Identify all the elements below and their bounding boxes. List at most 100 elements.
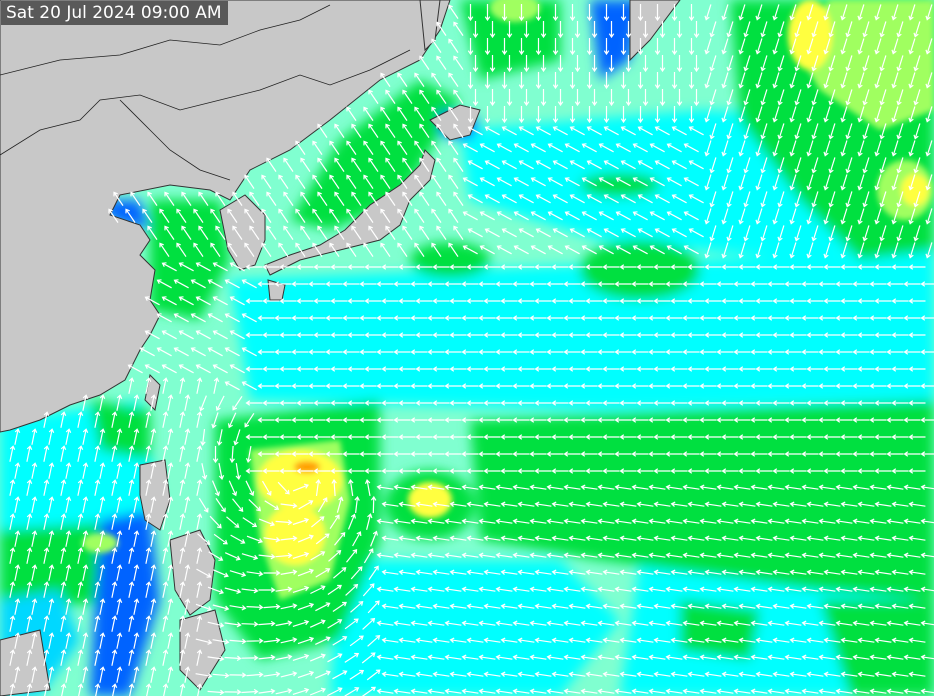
wave-arrow bbox=[784, 620, 802, 626]
wave-arrow bbox=[767, 417, 785, 423]
wave-arrow bbox=[777, 191, 785, 208]
wave-arrow bbox=[207, 689, 225, 696]
wave-arrow bbox=[415, 434, 433, 440]
wave-arrow bbox=[540, 89, 547, 107]
wave-arrow bbox=[845, 157, 853, 174]
wave-arrow bbox=[546, 518, 564, 524]
wave-arrow bbox=[568, 434, 586, 440]
wave-arrow bbox=[517, 264, 535, 270]
wave-arrow bbox=[449, 535, 467, 541]
wave-arrow bbox=[215, 498, 226, 513]
high-wave-areas bbox=[82, 0, 934, 600]
wave-arrow bbox=[619, 400, 637, 406]
wave-arrow bbox=[738, 242, 746, 259]
wave-arrow bbox=[518, 106, 525, 124]
wave-arrow bbox=[444, 620, 462, 626]
wave-arrow bbox=[835, 383, 853, 389]
wave-arrow bbox=[801, 349, 819, 355]
wave-arrow bbox=[862, 191, 870, 208]
wave-arrow bbox=[738, 106, 746, 123]
wave-arrow bbox=[184, 564, 191, 581]
wave-arrow bbox=[478, 586, 496, 592]
wave-arrow bbox=[393, 552, 411, 558]
wave-arrow bbox=[364, 479, 371, 497]
wave-arrow bbox=[574, 89, 581, 107]
wave-arrow bbox=[721, 671, 739, 677]
wave-arrow bbox=[398, 637, 416, 643]
wave-arrow bbox=[368, 89, 379, 104]
wave-arrow bbox=[726, 55, 734, 72]
wave-arrow bbox=[733, 586, 751, 592]
wave-arrow bbox=[212, 604, 230, 611]
wave-arrow bbox=[213, 377, 220, 394]
wave-arrow bbox=[263, 570, 281, 576]
wave-arrow bbox=[874, 38, 882, 55]
wave-arrow bbox=[840, 569, 858, 575]
wave-arrow bbox=[755, 242, 763, 259]
wave-arrow bbox=[453, 123, 464, 138]
wave-arrow bbox=[436, 89, 447, 104]
wave-arrow bbox=[518, 160, 534, 170]
wave-arrow bbox=[738, 72, 746, 89]
wave-arrow bbox=[637, 4, 644, 22]
wave-arrow bbox=[789, 140, 797, 157]
wave-arrow bbox=[535, 38, 542, 56]
wave-arrow bbox=[427, 620, 445, 626]
wave-arrow bbox=[665, 654, 683, 660]
wave-arrow bbox=[467, 126, 483, 136]
wave-arrow bbox=[598, 245, 614, 255]
wave-arrow bbox=[43, 649, 50, 666]
wave-arrow bbox=[614, 315, 632, 321]
wave-arrow bbox=[133, 530, 140, 547]
wave-arrow bbox=[317, 123, 328, 138]
wave-arrow bbox=[530, 177, 546, 187]
wave-arrow bbox=[65, 462, 72, 479]
wave-arrow bbox=[133, 462, 140, 479]
wave-arrow bbox=[467, 160, 483, 170]
wave-arrow bbox=[755, 208, 763, 225]
wave-arrow bbox=[500, 434, 518, 440]
wave-arrow bbox=[359, 451, 377, 457]
wave-arrow bbox=[767, 586, 785, 592]
wave-arrow bbox=[857, 535, 875, 541]
wave-arrow bbox=[381, 264, 399, 270]
wave-arrow bbox=[461, 654, 479, 660]
wave-arrow bbox=[794, 55, 802, 72]
wave-arrow bbox=[9, 513, 16, 530]
wave-arrow bbox=[77, 581, 84, 598]
wave-arrow bbox=[245, 445, 252, 463]
wave-arrow bbox=[432, 264, 450, 270]
wave-arrow bbox=[738, 501, 756, 507]
wave-arrow bbox=[755, 264, 773, 270]
wave-arrow bbox=[297, 602, 315, 611]
wave-arrow bbox=[801, 654, 819, 660]
wave-arrow bbox=[811, 157, 819, 174]
wave-arrow bbox=[908, 569, 926, 575]
wave-arrow bbox=[415, 637, 433, 643]
wave-arrow bbox=[777, 225, 785, 242]
wave-arrow bbox=[818, 688, 836, 694]
wave-arrow bbox=[257, 383, 275, 389]
wave-arrow bbox=[828, 225, 836, 242]
wave-arrow bbox=[258, 553, 276, 560]
wave-arrow bbox=[733, 451, 751, 457]
wave-arrow bbox=[670, 535, 688, 541]
wave-arrow bbox=[665, 518, 683, 524]
wave-arrow bbox=[789, 501, 807, 507]
wave-arrow bbox=[908, 603, 926, 609]
wave-arrow bbox=[648, 518, 666, 524]
wave-arrow bbox=[312, 208, 323, 223]
japan-hokkaido bbox=[429, 104, 481, 141]
wave-arrow bbox=[750, 281, 768, 287]
wave-arrow bbox=[699, 586, 717, 592]
wave-direction-arrows bbox=[9, 4, 934, 696]
wave-arrow bbox=[342, 451, 360, 457]
wave-arrow bbox=[427, 451, 445, 457]
wave-arrow bbox=[495, 484, 513, 490]
wave-arrow bbox=[215, 395, 225, 412]
wave-arrow bbox=[619, 468, 637, 474]
wave-arrow bbox=[410, 552, 428, 558]
wave-arrow bbox=[453, 21, 464, 36]
wave-arrow bbox=[364, 400, 382, 406]
wave-arrow bbox=[913, 123, 921, 140]
